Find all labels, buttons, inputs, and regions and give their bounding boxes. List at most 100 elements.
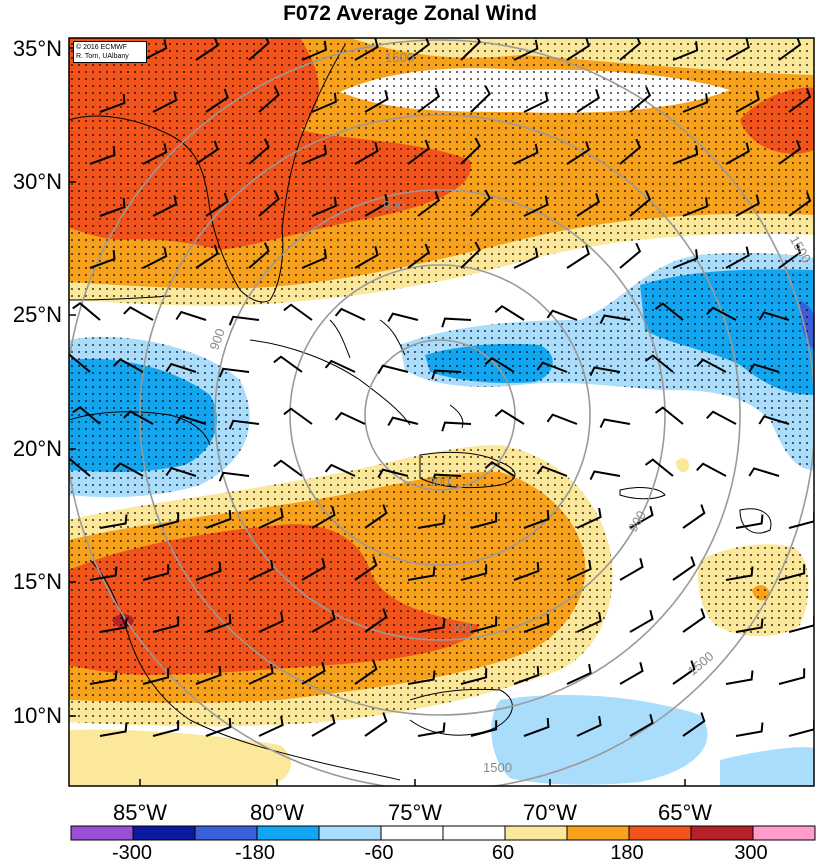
wind-barb [672,41,699,61]
wind-barb [152,720,180,737]
wind-barb [725,670,754,685]
wind-barb [354,246,379,269]
wind-barb [788,191,812,217]
stipple-south [69,445,613,727]
wind-barb [334,411,366,425]
lon-label-75: 75°W [387,800,443,825]
colorbar-swatch [442,825,506,841]
wind-barb [377,468,409,478]
wind-barb [311,714,336,737]
wind-barb [778,668,806,685]
wind-barb [69,354,91,373]
wind-barb [748,467,780,477]
wind-barb [152,616,180,633]
wind-barb [407,243,431,269]
wind-barb [195,38,219,61]
colorbar-swatch [380,825,444,841]
colorbar-tick-neg180: -180 [234,842,276,864]
wind-barb [629,506,654,529]
wind-barb [387,416,419,426]
wind-barb [417,514,446,529]
wind-barb [364,608,388,633]
axis-ticks [69,47,686,786]
wind-barb [205,718,232,737]
wind-barb [228,419,260,430]
wind-barb [311,92,337,113]
wind-barb [576,507,602,529]
wind-barb [407,38,431,61]
wind-barb [258,611,284,633]
wind-barb [364,90,389,113]
colorbar-swatch [690,825,754,841]
contour-label-1500-a: 1500 [385,50,414,65]
colorbar-swatch [752,825,816,841]
contour-label-900-a: 900 [206,327,228,353]
colorbar-tick-300: 300 [734,842,768,864]
weak-westerly-sw [69,729,291,786]
wind-barb [152,195,178,217]
wind-barb [654,302,684,321]
wind-barb [354,556,378,581]
wind-barb [484,460,515,477]
wind-barb [494,304,525,321]
wind-barb [470,85,491,113]
wind-barb [89,250,116,269]
wind-barb [301,662,326,685]
colorbar-swatch [256,825,320,841]
wind-barb [248,242,270,269]
wind-barb [513,666,540,685]
lat-label-35: 35°N [12,36,62,61]
stipple-north [69,38,814,306]
wind-barb [619,38,642,61]
wind-barb [619,662,644,685]
wind-barb [301,558,326,581]
wind-barb [89,566,118,581]
colorbar-tick-60: 60 [491,842,515,864]
wind-barb [377,364,409,374]
wind-barb [142,247,168,269]
wind-barb [546,309,578,321]
wind-barb [354,660,378,685]
colorbar-swatch [318,825,382,841]
wind-barb [407,566,436,581]
wind-barb [470,720,498,737]
wind-barb [778,38,802,61]
wind-barb [682,712,706,737]
wind-barb [788,616,814,633]
wind-barb [494,408,525,425]
wind-barb [460,241,481,269]
wind-barb [324,463,356,477]
wind-barb [735,90,760,113]
wind-barb [682,197,709,217]
wind-barb [311,610,336,633]
wind-barb [725,246,750,269]
wind-barb [546,413,578,425]
wind-barb [696,462,727,477]
wind-barb [334,307,366,321]
wind-barb [566,559,592,581]
stipple-easterly-east [400,252,814,470]
wind-barb [354,142,379,165]
wind-barb [523,718,550,737]
wind-barb [576,715,602,737]
wind-barb [629,610,654,633]
wind-barb [778,564,806,581]
wind-barb [301,248,327,269]
wind-barb [72,302,101,321]
coastlines [69,44,772,781]
wind-barb [589,366,621,377]
wind-barb [152,512,180,529]
wind-barb [218,367,250,378]
map-title: F072 Average Zonal Wind [283,2,537,25]
wind-barb [417,191,441,217]
contour-label-1500-d: 1500 [483,760,512,775]
colorbar-swatch [566,825,630,841]
colorbar-tick-180: 180 [610,842,644,864]
wind-barb [218,471,250,482]
wind-barb [523,91,549,113]
wind-barb [324,359,356,373]
contour-label-300-b: 300 [450,620,472,635]
wind-barb [311,506,336,529]
wind-barb [513,39,539,61]
easterly-patch-south [491,695,708,785]
